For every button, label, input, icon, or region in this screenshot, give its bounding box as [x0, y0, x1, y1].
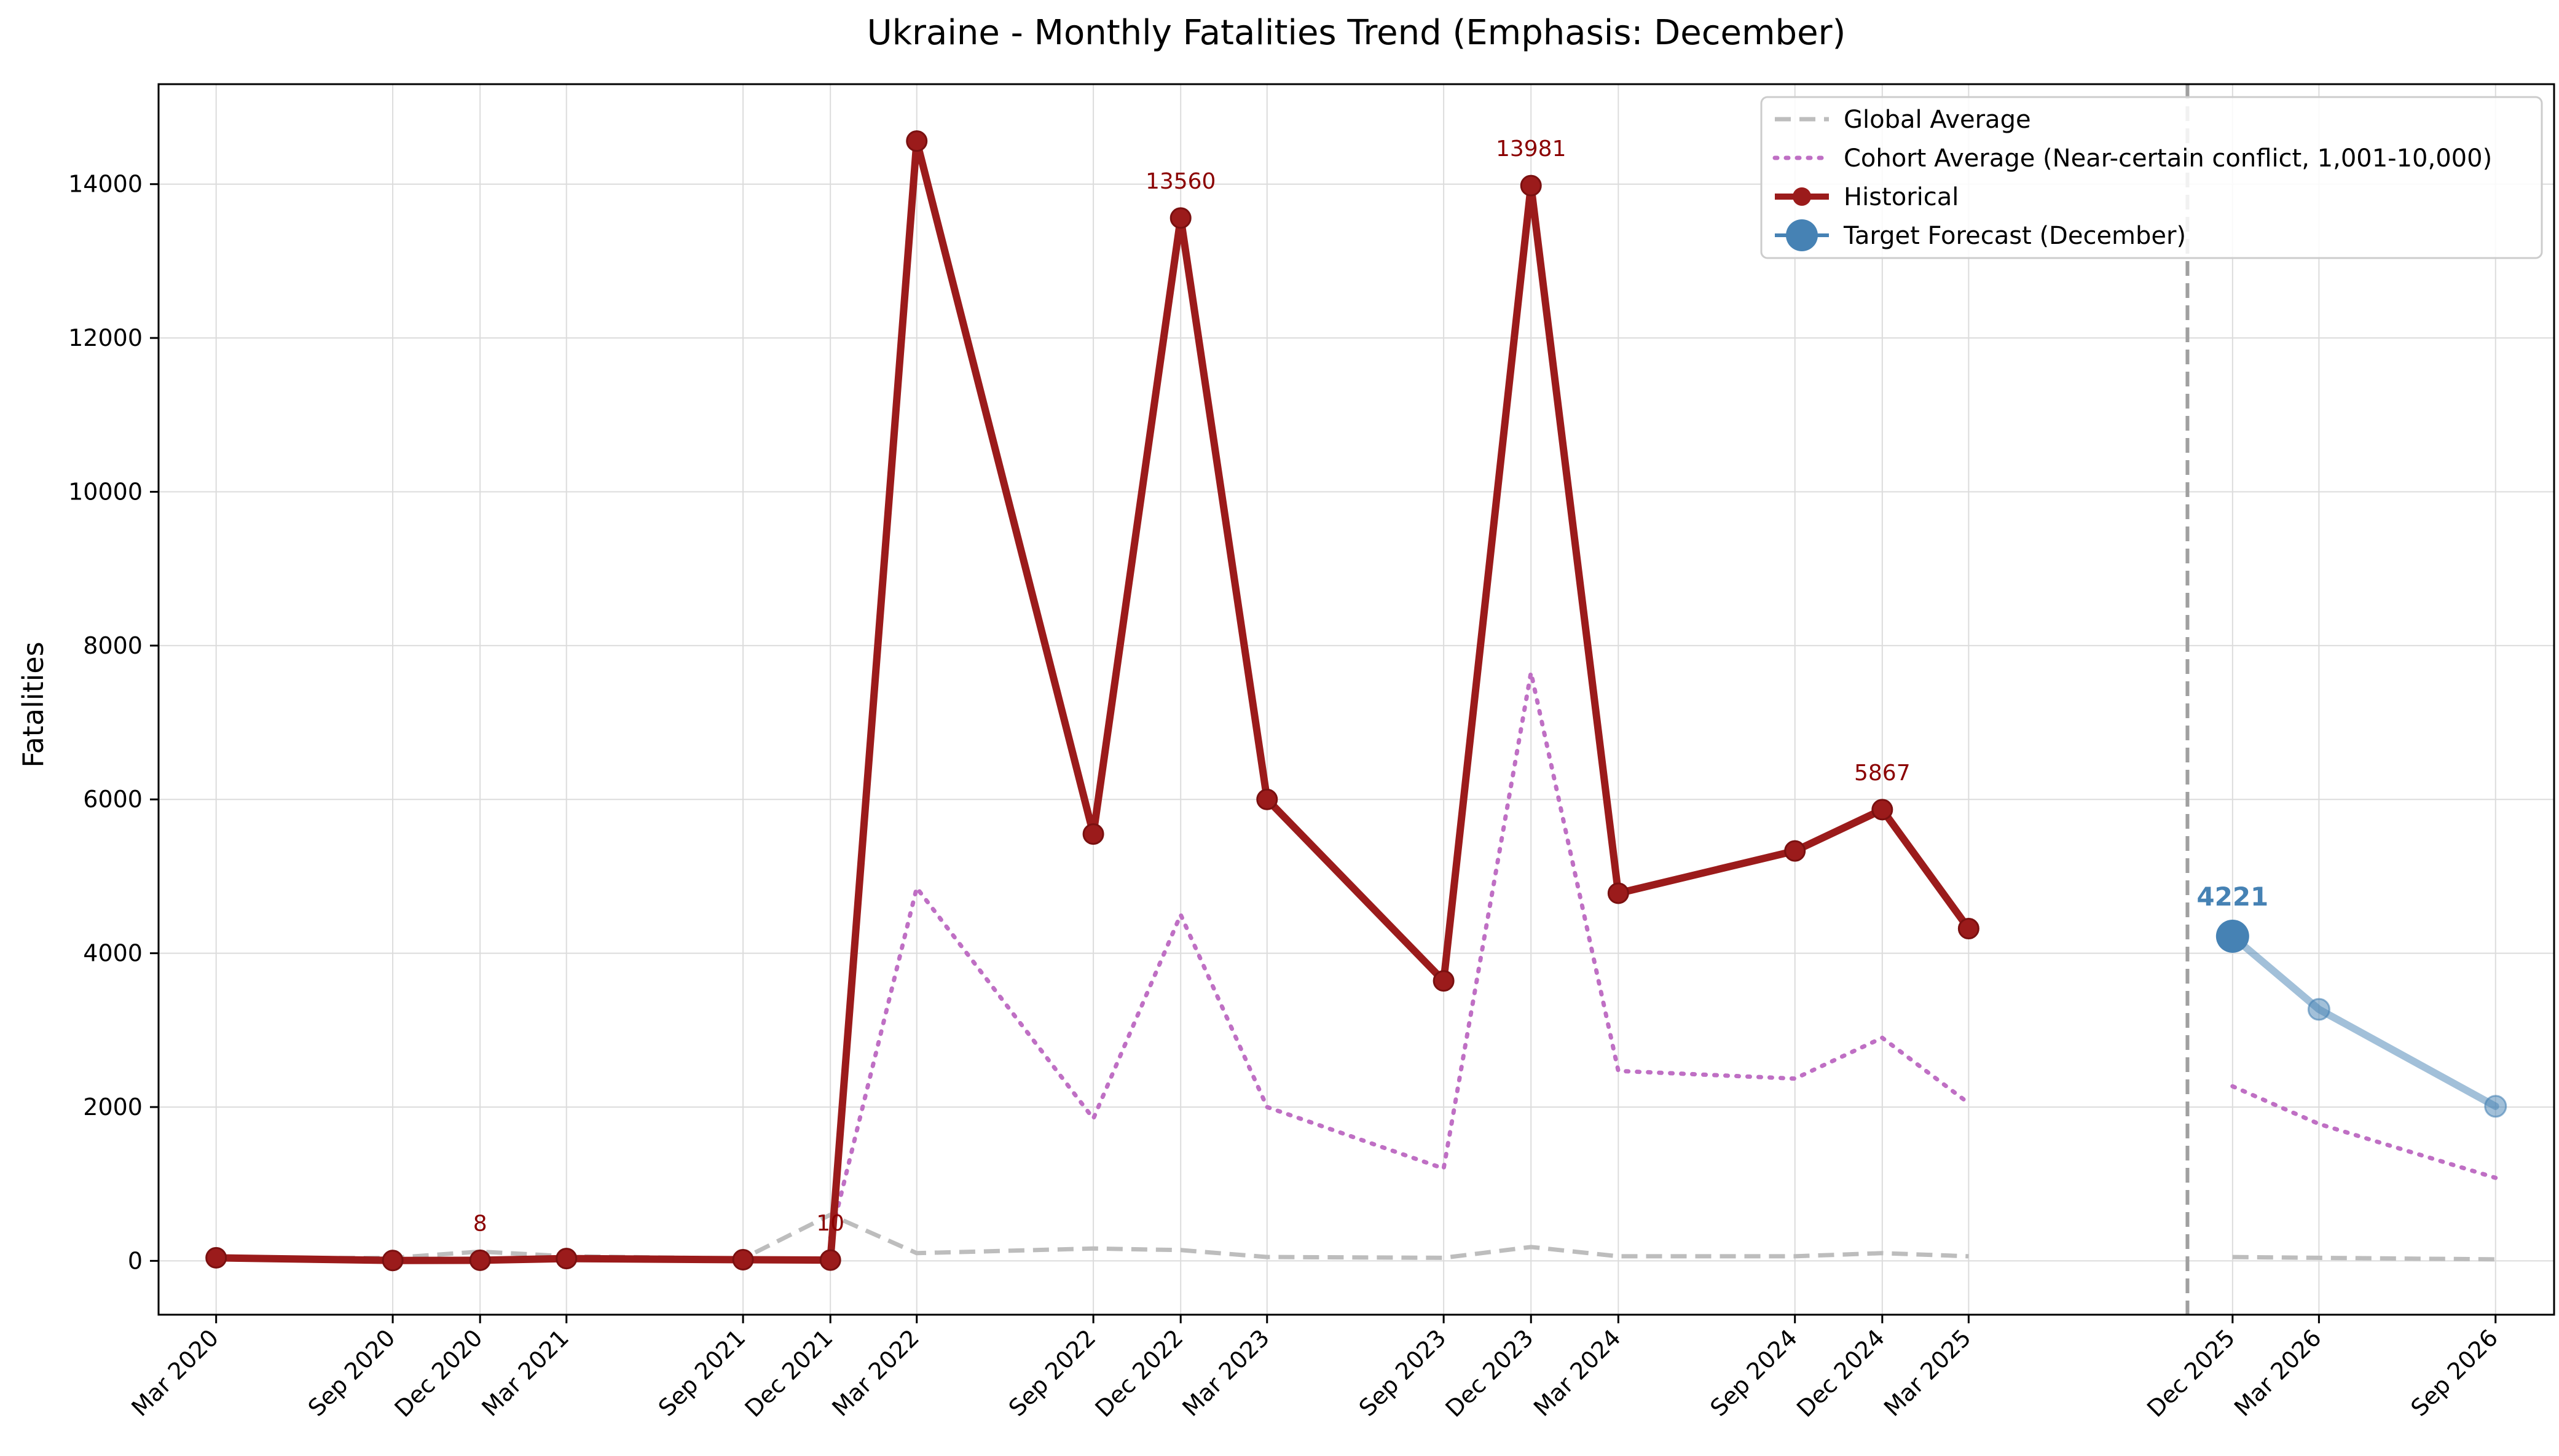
global-average-series-line	[216, 1212, 1969, 1261]
historical-point	[1169, 207, 1192, 229]
historical-point	[1082, 823, 1104, 845]
legend-label: Historical	[1844, 183, 1959, 211]
historical-point	[1784, 840, 1806, 862]
data-value-label: 10	[816, 1211, 844, 1236]
series-layer	[212, 137, 2499, 1264]
cohort-average-near-certain-conflict-1-001-10-000-series-line	[2230, 1084, 2498, 1180]
y-tick-label: 12000	[68, 324, 143, 351]
global-average-series-line	[2232, 1254, 2496, 1262]
y-tick-label: 8000	[83, 632, 143, 659]
legend-label: Cohort Average (Near-certain conflict, 1…	[1844, 144, 2492, 173]
historical-point	[382, 1250, 404, 1272]
forecast-point	[2484, 1095, 2507, 1118]
historical-point	[906, 130, 928, 152]
forecast-legend-marker	[1786, 219, 1818, 251]
forecast-value-label: 4221	[2196, 882, 2268, 912]
historical-series-line	[212, 137, 1973, 1264]
y-tick-label: 10000	[68, 478, 143, 505]
historical-point	[469, 1249, 491, 1271]
forecast-point	[2307, 998, 2330, 1021]
historical-point	[1607, 882, 1629, 904]
y-tick-label: 6000	[83, 786, 143, 813]
y-axis-label: Fatalities	[17, 641, 50, 767]
data-label-layer: 8 10 13560 13981 5867 4221	[473, 136, 2269, 1236]
data-value-label: 13560	[1146, 169, 1216, 194]
legend-box	[1760, 96, 2543, 259]
data-value-label: 5867	[1854, 761, 1911, 786]
y-tick-label: 2000	[83, 1094, 143, 1121]
legend-label: Global Average	[1844, 106, 2031, 134]
historical-point	[1957, 918, 1979, 940]
cohort-average-near-certain-conflict-1-001-10-000-series-line	[828, 670, 1971, 1240]
historical-point	[1256, 788, 1278, 810]
legend-label: Target Forecast (December)	[1843, 222, 2186, 250]
y-tick-label: 14000	[68, 171, 143, 198]
gridlines	[159, 84, 2554, 1315]
y-axis: 0 2000 4000 6000 8000 10000 12000 14000	[68, 171, 159, 1274]
historical-point	[819, 1249, 841, 1271]
historical-point	[1871, 799, 1893, 821]
plot-frame	[157, 83, 2555, 1316]
y-tick-label: 4000	[83, 940, 143, 967]
historical-legend-marker	[1793, 187, 1811, 206]
data-value-label: 8	[473, 1211, 487, 1236]
legend: Global Average Cohort Average (Near-certa…	[1760, 96, 2543, 259]
historical-point	[205, 1247, 227, 1269]
target-forecast-point	[2215, 919, 2249, 953]
historical-point	[1433, 970, 1455, 992]
marker-layer	[205, 130, 2507, 1272]
historical-point	[556, 1248, 578, 1270]
chart-title: Ukraine - Monthly Fatalities Trend (Emph…	[867, 13, 1846, 53]
historical-point	[732, 1248, 754, 1270]
data-value-label: 13981	[1496, 136, 1566, 162]
y-tick-label: 0	[128, 1247, 143, 1274]
historical-point	[1520, 174, 1542, 197]
